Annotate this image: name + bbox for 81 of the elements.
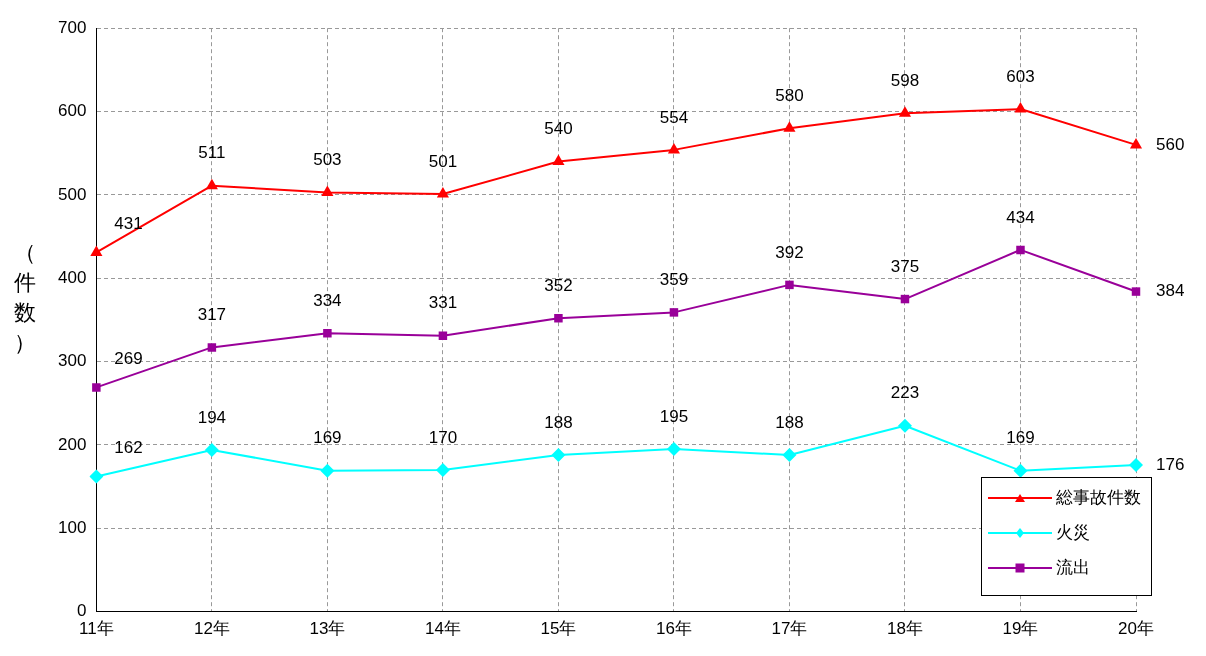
point xyxy=(782,447,797,462)
point xyxy=(204,442,219,457)
data-label: 176 xyxy=(1156,454,1185,474)
y-tick-label: 200 xyxy=(57,434,87,454)
x-tick-label: 12年 xyxy=(193,619,230,639)
point xyxy=(898,106,912,117)
point xyxy=(785,280,794,290)
y-tick-label: 300 xyxy=(57,351,87,371)
point xyxy=(436,187,449,198)
data-label: 503 xyxy=(313,150,342,170)
data-label: 501 xyxy=(428,151,458,171)
x-tick-label: 18年 xyxy=(887,619,923,639)
data-label: 352 xyxy=(544,275,573,295)
data-label: 269 xyxy=(114,349,143,369)
y-tick-label: 0 xyxy=(76,601,87,621)
data-label: 169 xyxy=(313,428,342,448)
data-label: 188 xyxy=(775,412,804,432)
y-tick-label: 500 xyxy=(57,184,87,204)
point xyxy=(1014,102,1027,113)
point xyxy=(207,343,217,352)
data-label: 317 xyxy=(197,305,227,325)
point xyxy=(438,331,448,340)
data-label: 598 xyxy=(890,70,920,90)
point xyxy=(90,245,103,256)
legend-label: 総事故件数 xyxy=(1056,487,1141,509)
x-tick-label: 16年 xyxy=(655,619,692,639)
data-label: 384 xyxy=(1156,281,1185,301)
data-label: 431 xyxy=(114,214,143,234)
data-label: 554 xyxy=(659,107,689,127)
data-label: 331 xyxy=(428,293,458,313)
point xyxy=(667,142,680,154)
point xyxy=(92,383,101,392)
data-label: 162 xyxy=(114,438,143,458)
data-label: 170 xyxy=(428,427,458,447)
x-tick-label: 19年 xyxy=(1002,619,1039,639)
data-label: 169 xyxy=(1006,428,1035,448)
data-label: 195 xyxy=(659,406,689,426)
data-label: 194 xyxy=(197,407,227,427)
point xyxy=(323,328,332,338)
point xyxy=(1131,287,1141,296)
point xyxy=(666,442,681,457)
data-label: 334 xyxy=(313,290,342,310)
x-tick-label: 13年 xyxy=(309,619,346,639)
y-axis-title: （件数） xyxy=(13,239,37,357)
data-label: 603 xyxy=(1006,66,1035,86)
point xyxy=(1129,457,1143,472)
point xyxy=(783,121,796,132)
legend-label: 火災 xyxy=(1056,522,1090,544)
point xyxy=(1129,137,1143,149)
point xyxy=(669,308,679,317)
point xyxy=(435,462,450,477)
x-tick-label: 17年 xyxy=(771,619,808,639)
point xyxy=(554,313,563,323)
y-tick-label: 700 xyxy=(57,17,87,37)
point xyxy=(320,463,335,478)
x-tick-label: 11年 xyxy=(79,619,114,639)
data-label: 580 xyxy=(775,85,804,105)
data-label: 560 xyxy=(1156,134,1185,154)
data-label: 511 xyxy=(198,143,226,163)
x-tick-label: 20年 xyxy=(1118,619,1154,639)
legend-label: 流出 xyxy=(1056,557,1090,579)
point xyxy=(205,178,218,190)
data-label: 223 xyxy=(890,383,920,403)
point xyxy=(552,154,565,166)
y-tick-label: 100 xyxy=(57,517,87,537)
point xyxy=(89,469,104,484)
point xyxy=(1013,463,1028,478)
data-label: 188 xyxy=(544,412,573,432)
x-tick-label: 15年 xyxy=(540,619,577,639)
point xyxy=(321,185,334,196)
point xyxy=(897,418,912,433)
point xyxy=(551,447,566,462)
data-label: 359 xyxy=(659,270,689,290)
y-tick-label: 600 xyxy=(57,101,87,121)
data-label: 375 xyxy=(890,256,920,276)
point xyxy=(1016,245,1025,255)
y-tick-label: 400 xyxy=(57,267,87,287)
data-label: 540 xyxy=(544,119,573,139)
data-label: 434 xyxy=(1006,207,1035,227)
data-label: 392 xyxy=(775,242,804,262)
x-tick-label: 14年 xyxy=(424,619,461,639)
